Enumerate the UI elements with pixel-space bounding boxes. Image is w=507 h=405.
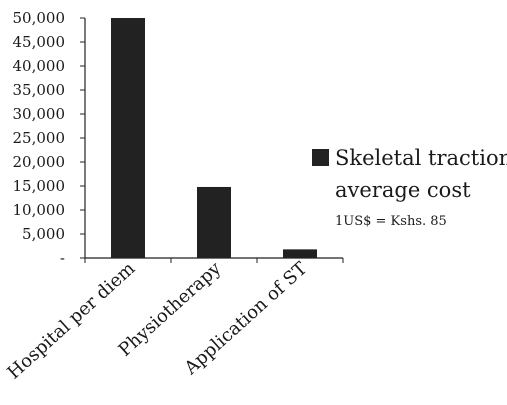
bar: [283, 249, 317, 258]
y-tick-label: -: [60, 249, 65, 267]
legend: Skeletal traction average cost 1US$ = Ks…: [312, 146, 507, 229]
bar: [111, 18, 145, 258]
y-tick-label: 35,000: [13, 81, 66, 99]
x-axis: Hospital per diemPhysiotherapyApplicatio…: [3, 257, 344, 383]
bar: [197, 186, 231, 258]
y-tick-label: 40,000: [13, 57, 66, 75]
y-tick-label: 50,000: [13, 9, 66, 27]
y-tick-label: 45,000: [13, 33, 66, 51]
legend-label-line1: Skeletal traction: [335, 146, 507, 170]
x-category-label: Hospital per diem: [3, 258, 139, 383]
y-tick-label: 10,000: [13, 201, 66, 219]
legend-swatch: [312, 149, 329, 166]
y-axis: - 5,000 10,000 15,000 20,000 25,000 30,000 35,0…: [13, 9, 86, 267]
y-tick-label: 5,000: [22, 225, 65, 243]
currency-note: 1US$ = Kshs. 85: [335, 214, 447, 229]
y-tick-label: 25,000: [13, 129, 66, 147]
y-tick-label: 20,000: [13, 153, 66, 171]
legend-label-line2: average cost: [335, 178, 471, 202]
y-tick-label: 15,000: [13, 177, 66, 195]
bars: [111, 18, 317, 258]
y-tick-label: 30,000: [13, 105, 66, 123]
